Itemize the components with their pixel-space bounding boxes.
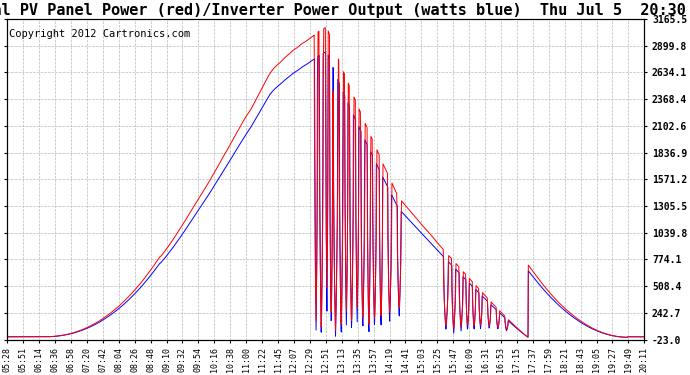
Title: Total PV Panel Power (red)/Inverter Power Output (watts blue)  Thu Jul 5  20:30: Total PV Panel Power (red)/Inverter Powe… bbox=[0, 3, 687, 18]
Text: Copyright 2012 Cartronics.com: Copyright 2012 Cartronics.com bbox=[8, 28, 190, 39]
